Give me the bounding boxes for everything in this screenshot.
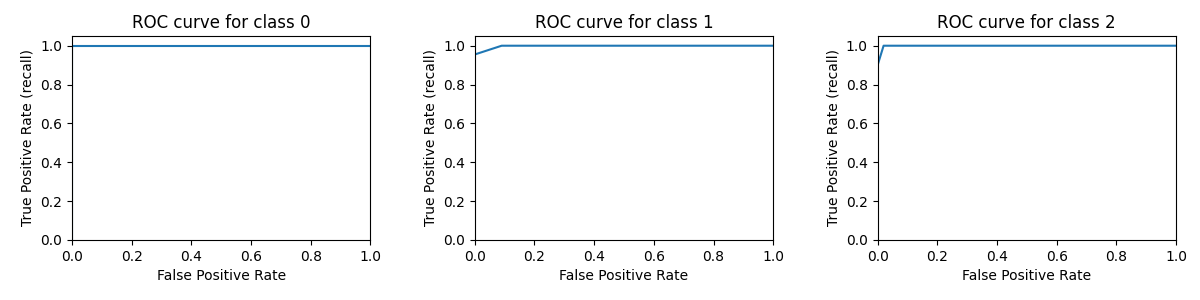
X-axis label: False Positive Rate: False Positive Rate [962, 269, 1091, 283]
X-axis label: False Positive Rate: False Positive Rate [157, 269, 286, 283]
Title: ROC curve for class 1: ROC curve for class 1 [535, 14, 713, 32]
Y-axis label: True Positive Rate (recall): True Positive Rate (recall) [20, 50, 35, 226]
Y-axis label: True Positive Rate (recall): True Positive Rate (recall) [424, 50, 438, 226]
X-axis label: False Positive Rate: False Positive Rate [559, 269, 689, 283]
Title: ROC curve for class 0: ROC curve for class 0 [132, 14, 311, 32]
Y-axis label: True Positive Rate (recall): True Positive Rate (recall) [827, 50, 840, 226]
Title: ROC curve for class 2: ROC curve for class 2 [937, 14, 1116, 32]
